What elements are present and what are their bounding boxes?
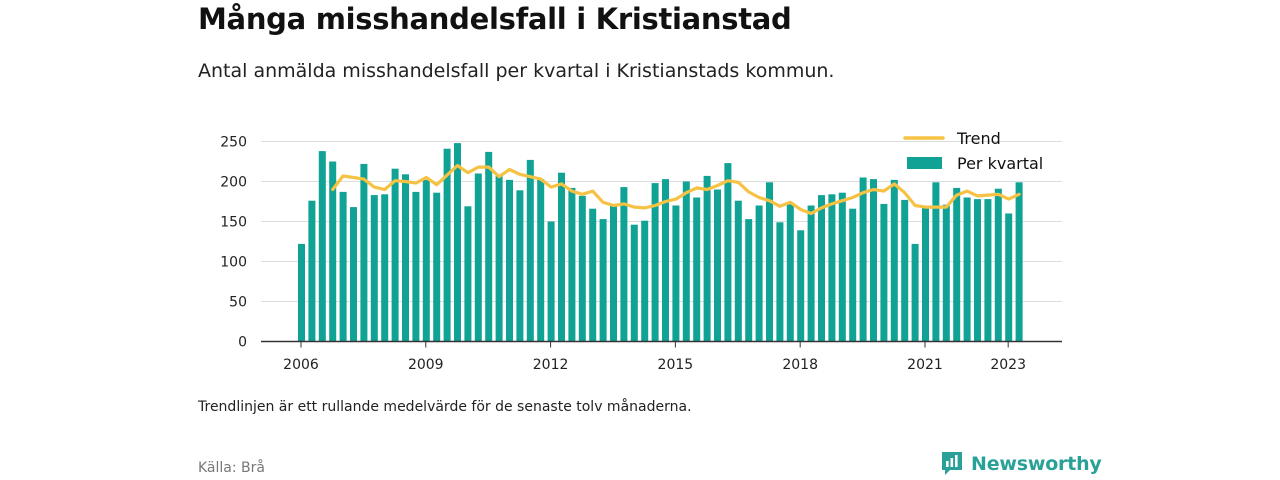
bar [433,192,441,342]
bar [1005,213,1013,342]
y-tick-label: 250 [220,135,247,151]
bar [942,204,950,342]
legend-trend-label: Trend [956,129,1001,148]
bar [911,243,919,342]
bar [381,194,389,342]
bar [755,205,763,342]
x-axis-ticks: 2006 2009 2012 2015 2018 2021 2023 [283,341,1026,373]
trend-line [331,163,1021,216]
newsworthy-logo-icon [942,452,962,475]
bar [568,187,576,342]
bar [682,181,690,342]
bar [984,199,992,342]
bar [599,219,607,342]
y-tick-label: 0 [238,335,247,351]
x-tick-label: 2012 [533,357,569,373]
bar [474,173,482,342]
bar [641,220,649,342]
bar [547,221,555,342]
chart-svg: 0 50 100 150 200 250 2006 2009 2012 2015 2018 2021… [220,129,1062,373]
bar [880,203,888,342]
bars-per-kvartal [298,143,1023,342]
chart-subtitle: Antal anmälda misshandelsfall per kvarta… [198,60,835,82]
bar [703,175,711,342]
bar [630,224,638,342]
bar [776,222,784,342]
newsworthy-logo-text: Newsworthy [971,452,1102,475]
y-tick-label: 200 [220,175,247,191]
bar [308,200,316,342]
legend-bars-swatch [907,157,942,169]
x-tick-label: 2018 [782,357,818,373]
bar [526,159,534,342]
bar [693,197,701,342]
bar [662,179,669,342]
bar [329,161,337,342]
bar [1015,182,1023,342]
y-tick-label: 100 [220,255,247,271]
bar [974,199,981,342]
bar [890,179,898,342]
footnote: Trendlinjen är ett rullande medelvärde f… [198,399,692,415]
x-tick-label: 2006 [283,357,319,373]
bar [901,199,909,342]
bar [734,200,742,342]
bar [932,182,940,342]
bar [537,179,545,342]
bar [350,207,357,342]
x-tick-label: 2009 [408,357,444,373]
bar [714,189,721,342]
bar [412,191,420,342]
y-tick-label: 50 [229,295,247,311]
bar [745,219,753,342]
bar [495,175,503,342]
bar [360,163,368,342]
bar [953,187,961,342]
legend: Trend Per kvartal [903,129,1043,173]
legend-bars-label: Per kvartal [957,154,1043,173]
newsworthy-logo[interactable]: Newsworthy [940,450,1102,477]
bar [797,230,805,342]
bar [672,205,680,342]
x-tick-label: 2015 [658,357,694,373]
y-axis-labels: 0 50 100 150 200 250 [220,135,247,351]
source-label: Källa: Brå [198,460,265,476]
bar [464,206,472,342]
bar [485,151,493,342]
bar [516,190,524,342]
bar [651,183,659,342]
bar [818,195,825,342]
bar [370,195,378,342]
bar [391,168,399,342]
bar [859,177,867,342]
bar [620,187,628,342]
y-tick-label: 150 [220,215,247,231]
bar [443,148,451,342]
x-tick-label: 2021 [907,357,943,373]
bar [766,182,773,342]
bar [724,163,732,342]
bar [838,192,846,342]
bar [807,205,815,342]
chart-title: Många misshandelsfall i Kristianstad [198,2,792,36]
bar [339,191,347,342]
bar [828,194,836,342]
bar [870,179,877,342]
bar [963,197,971,342]
bar [454,143,461,342]
bar [318,151,326,342]
bar [422,179,430,342]
x-tick-label: 2023 [990,357,1026,373]
bar [402,174,409,342]
bar [589,208,597,342]
bar [849,208,857,342]
bar [558,172,565,342]
bar [610,205,617,342]
bar [994,188,1002,342]
bar [506,179,513,342]
bar [298,243,305,342]
bar [578,195,586,342]
bar [922,207,929,342]
bar [786,203,794,342]
